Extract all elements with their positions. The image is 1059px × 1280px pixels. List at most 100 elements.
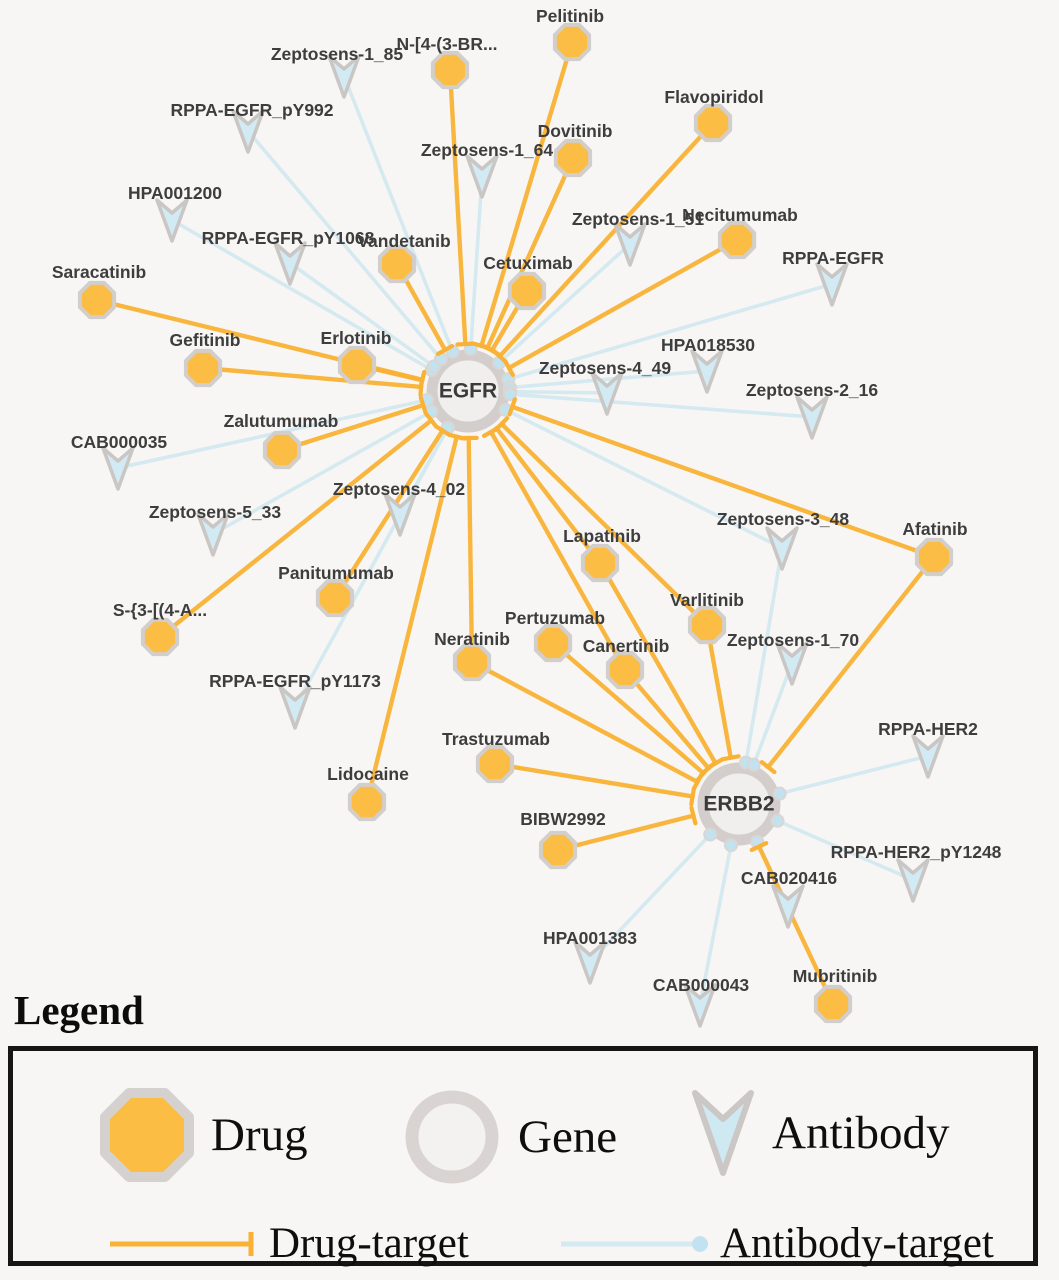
drug-edge-tee — [749, 841, 769, 853]
drug-node-varlitinib[interactable] — [687, 605, 727, 645]
antibody-edge-dot — [772, 815, 783, 826]
antibody-node-zeptosens-1-51[interactable] — [613, 222, 647, 267]
edge-drug-gefitinib-egfr — [200, 365, 424, 390]
antibody-label-rppa-egfr-py992: RPPA-EGFR_pY992 — [170, 100, 333, 120]
edge-antibody-hpa001200-egfr — [170, 218, 436, 373]
antibody-edge-dot — [504, 389, 515, 400]
edge-antibody-rppa-egfr-py1068-egfr — [288, 261, 438, 370]
edge-drug-dovitinib-egfr — [485, 155, 576, 351]
edge-antibody-rppa-her2-erbb2 — [775, 754, 930, 796]
edge-drug-bibw2992-erbb2 — [555, 813, 696, 853]
antibody-label-rppa-egfr: RPPA-EGFR — [782, 248, 884, 268]
antibody-node-rppa-egfr[interactable] — [815, 262, 849, 307]
antibody-label-zeptosens-2-16: Zeptosens-2_16 — [746, 380, 879, 400]
drug-edge-tee — [507, 397, 518, 417]
antibody-edge-dot — [705, 829, 716, 840]
edge-antibody-hpa001383-erbb2 — [588, 831, 714, 964]
gene-node-erbb2[interactable] — [697, 762, 781, 846]
drug-label-erlotinib: Erlotinib — [321, 328, 392, 348]
edge-antibody-zeptosens-1-85-egfr — [342, 74, 456, 356]
antibody-node-rppa-egfr-py1173[interactable] — [278, 685, 312, 730]
edge-drug-canertinib-egfr — [488, 429, 628, 673]
antibody-node-zeptosens-1-85[interactable] — [327, 54, 361, 99]
drug-edge-tee — [502, 358, 516, 378]
edge-drug-afatinib-egfr — [510, 404, 937, 560]
drug-edge-tee — [433, 424, 452, 437]
drug-node-erlotinib[interactable] — [337, 345, 377, 385]
drug-node-trastuzumab[interactable] — [475, 744, 515, 784]
edge-drug-zalutumumab-egfr — [279, 403, 426, 453]
drug-label-trastuzumab: Trastuzumab — [442, 729, 550, 749]
antibody-node-hpa001200[interactable] — [155, 198, 189, 243]
antibody-node-zeptosens-3-48[interactable] — [765, 526, 799, 571]
drug-node-bibw2992[interactable] — [538, 830, 578, 870]
drug-label-gefitinib: Gefitinib — [170, 330, 241, 350]
drug-node-necitumumab[interactable] — [717, 220, 757, 260]
antibody-node-zeptosens-2-16[interactable] — [795, 395, 829, 440]
drug-label-neratinib: Neratinib — [434, 629, 510, 649]
edge-drug-varlitinib-egfr — [499, 421, 710, 628]
legend-item-drug-target: Drug-target — [107, 1219, 469, 1268]
antibody-node-zeptosens-4-02[interactable] — [383, 492, 417, 537]
drug-node-afatinib[interactable] — [914, 537, 954, 577]
antibody-label-rppa-her2: RPPA-HER2 — [878, 719, 978, 739]
gene-icon — [405, 1090, 499, 1184]
edge-drug-mubritinib-erbb2 — [756, 844, 836, 1007]
antibody-node-cab000043[interactable] — [683, 983, 717, 1028]
antibody-node-rppa-her2-py1248[interactable] — [896, 858, 930, 903]
drug-node-pelitinib[interactable] — [552, 22, 592, 62]
legend-item-gene: Gene — [402, 1087, 617, 1187]
drug-edge-tee — [455, 341, 476, 347]
drug-label-lidocaine: Lidocaine — [327, 764, 409, 784]
edge-drug-lapatinib-erbb2 — [597, 560, 718, 766]
edges-layer — [94, 39, 937, 1007]
antibody-node-zeptosens-5-33[interactable] — [196, 512, 230, 557]
drug-node-vandetanib[interactable] — [377, 244, 417, 284]
edge-drug-pertuzumab-erbb2 — [550, 640, 706, 776]
drug-edge-tee — [689, 805, 698, 826]
legend-label-drug: Drug — [211, 1109, 308, 1161]
edge-antibody-rppa-egfr-egfr — [504, 282, 834, 382]
drug-node-panitumumab[interactable] — [315, 578, 355, 618]
antibody-node-rppa-her2[interactable] — [911, 734, 945, 779]
drug-node-canertinib[interactable] — [605, 650, 645, 690]
drug-node-dovitinib[interactable] — [553, 138, 593, 178]
edge-drug-afatinib-erbb2 — [765, 554, 937, 770]
antibody-label-rppa-egfr-py1173: RPPA-EGFR_pY1173 — [209, 671, 381, 691]
antibody-node-zeptosens-1-64[interactable] — [465, 154, 499, 199]
drug-node-flavopiridol[interactable] — [693, 103, 733, 143]
drug-node-n-4-3-br[interactable] — [430, 50, 470, 90]
drug-label-mubritinib: Mubritinib — [793, 966, 878, 986]
drug-node-cetuximab[interactable] — [507, 271, 547, 311]
edge-antibody-cab000043-erbb2 — [698, 841, 734, 1007]
drug-node-zalutumumab[interactable] — [262, 430, 302, 470]
drug-node-lidocaine[interactable] — [347, 782, 387, 822]
antibody-node-zeptosens-1-70[interactable] — [775, 641, 809, 686]
antibody-node-cab020416[interactable] — [771, 884, 805, 929]
drug-label-pelitinib: Pelitinib — [536, 6, 604, 26]
drug-node-s-3-4-a[interactable] — [140, 617, 180, 657]
drug-edge-tee — [700, 760, 717, 776]
antibody-node-hpa001383[interactable] — [573, 940, 607, 985]
drug-node-neratinib[interactable] — [452, 642, 492, 682]
drug-label-afatinib: Afatinib — [902, 519, 967, 539]
antibody-node-hpa018530[interactable] — [690, 349, 724, 394]
edge-antibody-rppa-her2-py1248-erbb2 — [773, 818, 915, 882]
drug-node-lapatinib[interactable] — [580, 543, 620, 583]
antibody-label-zeptosens-1-51: Zeptosens-1_51 — [572, 209, 705, 229]
drug-node-saracatinib[interactable] — [77, 280, 117, 320]
drug-edge-tee — [759, 760, 777, 775]
drug-edge-tee — [418, 370, 427, 391]
antibody-node-rppa-egfr-py1068[interactable] — [273, 241, 307, 286]
antibody-label-rppa-her2-py1248: RPPA-HER2_pY1248 — [831, 842, 1002, 862]
antibody-node-zeptosens-4-49[interactable] — [590, 371, 624, 416]
drug-node-mubritinib[interactable] — [813, 984, 853, 1024]
drug-edge-tee — [720, 754, 741, 762]
antibody-node-cab000035[interactable] — [101, 446, 135, 491]
drug-node-pertuzumab[interactable] — [533, 623, 573, 663]
drug-node-gefitinib[interactable] — [183, 348, 223, 388]
drug-label-pertuzumab: Pertuzumab — [505, 608, 605, 628]
antibody-label-zeptosens-4-02: Zeptosens-4_02 — [333, 479, 466, 499]
antibody-node-rppa-egfr-py992[interactable] — [231, 109, 265, 154]
